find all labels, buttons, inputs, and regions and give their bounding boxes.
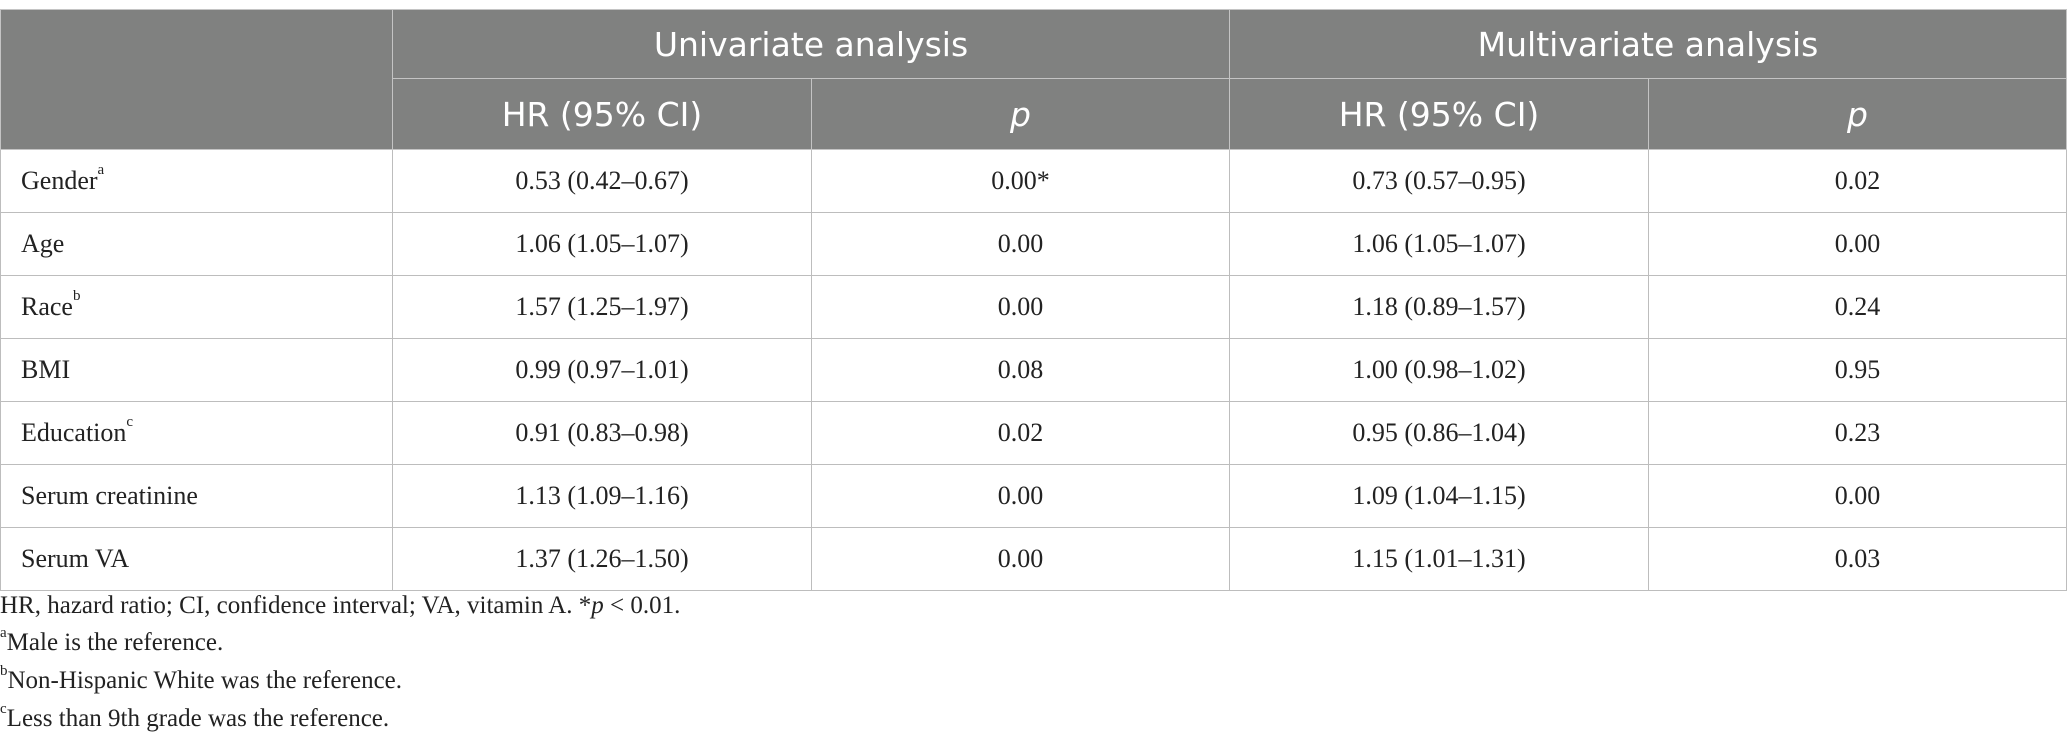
- value-cell: 0.08: [810, 338, 1231, 402]
- group-header: Multivariate analysis: [1229, 9, 2067, 79]
- row-label: Serum VA: [0, 527, 393, 591]
- footnote-text: < 0.01.: [603, 592, 681, 619]
- value-cell: 1.00 (0.98–1.02): [1229, 338, 1650, 402]
- value-cell: 0.00: [810, 527, 1231, 591]
- column-header: p: [1648, 78, 2067, 150]
- row-label: Age: [0, 212, 393, 276]
- footnote: bNon-Hispanic White was the reference.: [0, 663, 403, 695]
- footnote: HR, hazard ratio; CI, confidence interva…: [0, 592, 680, 620]
- footnote: cLess than 9th grade was the reference.: [0, 701, 390, 733]
- value-cell: 0.23: [1648, 401, 2067, 465]
- value-cell: 0.00: [810, 275, 1231, 339]
- corner-cell: [0, 9, 393, 150]
- label-text: Serum VA: [21, 544, 130, 573]
- label-text: Age: [21, 229, 65, 258]
- footnote-text: Male is the reference.: [6, 629, 224, 656]
- data-row: BMI 0.99 (0.97–1.01) 0.08 1.00 (0.98–1.02) 0…: [0, 338, 2067, 402]
- label-text: BMI: [21, 355, 71, 384]
- footnote-mark: b: [72, 288, 81, 304]
- footnote: aMale is the reference.: [0, 625, 224, 657]
- value-cell: 0.00: [810, 464, 1231, 528]
- value-cell: 0.91 (0.83–0.98): [392, 401, 812, 465]
- group-row: Univariate analysis Multivariate analysis: [0, 9, 2067, 150]
- value-cell: 0.00: [1648, 464, 2067, 528]
- value-cell: 1.37 (1.26–1.50): [392, 527, 812, 591]
- value-cell: 0.73 (0.57–0.95): [1229, 149, 1650, 213]
- value-cell: 0.02: [810, 401, 1231, 465]
- data-row: Serum VA 1.37 (1.26–1.50) 0.00 1.15 (1.01–1…: [0, 527, 2067, 591]
- value-cell: 0.53 (0.42–0.67): [392, 149, 812, 213]
- footnote-text: HR, hazard ratio; CI, confidence interva…: [0, 592, 592, 619]
- data-row: Age 1.06 (1.05–1.07) 0.00 1.06 (1.05–1.07) 0…: [0, 212, 2067, 276]
- row-label: BMI: [0, 338, 393, 402]
- value-cell: 0.99 (0.97–1.01): [392, 338, 812, 402]
- data-row: Gendera 0.53 (0.42–0.67) 0.00* 0.73 (0.57–0…: [0, 149, 2067, 213]
- table-body: Gendera 0.53 (0.42–0.67) 0.00* 0.73 (0.57–0…: [0, 149, 2067, 591]
- subheader-row: HR (95% CI) p HR (95% CI) p: [1, 78, 2067, 150]
- row-label: Educationc: [0, 401, 393, 465]
- value-cell: 1.57 (1.25–1.97): [392, 275, 812, 339]
- footnote-text: Non-Hispanic White was the reference.: [7, 667, 403, 694]
- footnote-italic: p: [591, 592, 604, 619]
- column-header: HR (95% CI): [392, 78, 812, 150]
- column-header: p: [810, 78, 1231, 150]
- data-row: Educationc 0.91 (0.83–0.98) 0.02 0.95 (0.86…: [0, 401, 2067, 465]
- value-cell: 1.06 (1.05–1.07): [1229, 212, 1650, 276]
- value-cell: 0.95 (0.86–1.04): [1229, 401, 1650, 465]
- value-cell: 1.09 (1.04–1.15): [1229, 464, 1650, 528]
- footnote-mark: c: [0, 701, 7, 717]
- column-header: HR (95% CI): [1229, 78, 1650, 150]
- group-header: Univariate analysis: [391, 9, 1231, 79]
- footnote-mark: a: [97, 162, 105, 178]
- data-row: Serum creatinine 1.13 (1.09–1.16) 0.00 1.09…: [0, 464, 2067, 528]
- row-label: Raceb: [0, 275, 393, 339]
- value-cell: 0.24: [1648, 275, 2067, 339]
- label-text: Education: [21, 418, 127, 447]
- footnote-text: Less than 9th grade was the reference.: [6, 705, 390, 732]
- footnote-mark: a: [0, 625, 7, 641]
- footnote-mark: b: [0, 663, 8, 679]
- table-head: Univariate analysis Multivariate analysis…: [0, 9, 2067, 150]
- value-cell: 0.00*: [810, 149, 1231, 213]
- value-cell: 0.00: [810, 212, 1231, 276]
- value-cell: 1.13 (1.09–1.16): [392, 464, 812, 528]
- value-cell: 1.18 (0.89–1.57): [1229, 275, 1650, 339]
- row-label: Gendera: [0, 149, 393, 213]
- value-cell: 0.03: [1648, 527, 2067, 591]
- value-cell: 0.02: [1648, 149, 2067, 213]
- data-row: Raceb 1.57 (1.25–1.97) 0.00 1.18 (0.89–1.57…: [0, 275, 2067, 339]
- footnote-mark: c: [126, 414, 134, 430]
- value-cell: 0.00: [1648, 212, 2067, 276]
- value-cell: 0.95: [1648, 338, 2067, 402]
- value-cell: 1.15 (1.01–1.31): [1229, 527, 1650, 591]
- label-text: Serum creatinine: [21, 481, 198, 510]
- row-label: Serum creatinine: [0, 464, 393, 528]
- results-table: Univariate analysis Multivariate analysis…: [0, 9, 2067, 591]
- value-cell: 1.06 (1.05–1.07): [392, 212, 812, 276]
- label-text: Race: [21, 292, 73, 321]
- label-text: Gender: [21, 166, 98, 195]
